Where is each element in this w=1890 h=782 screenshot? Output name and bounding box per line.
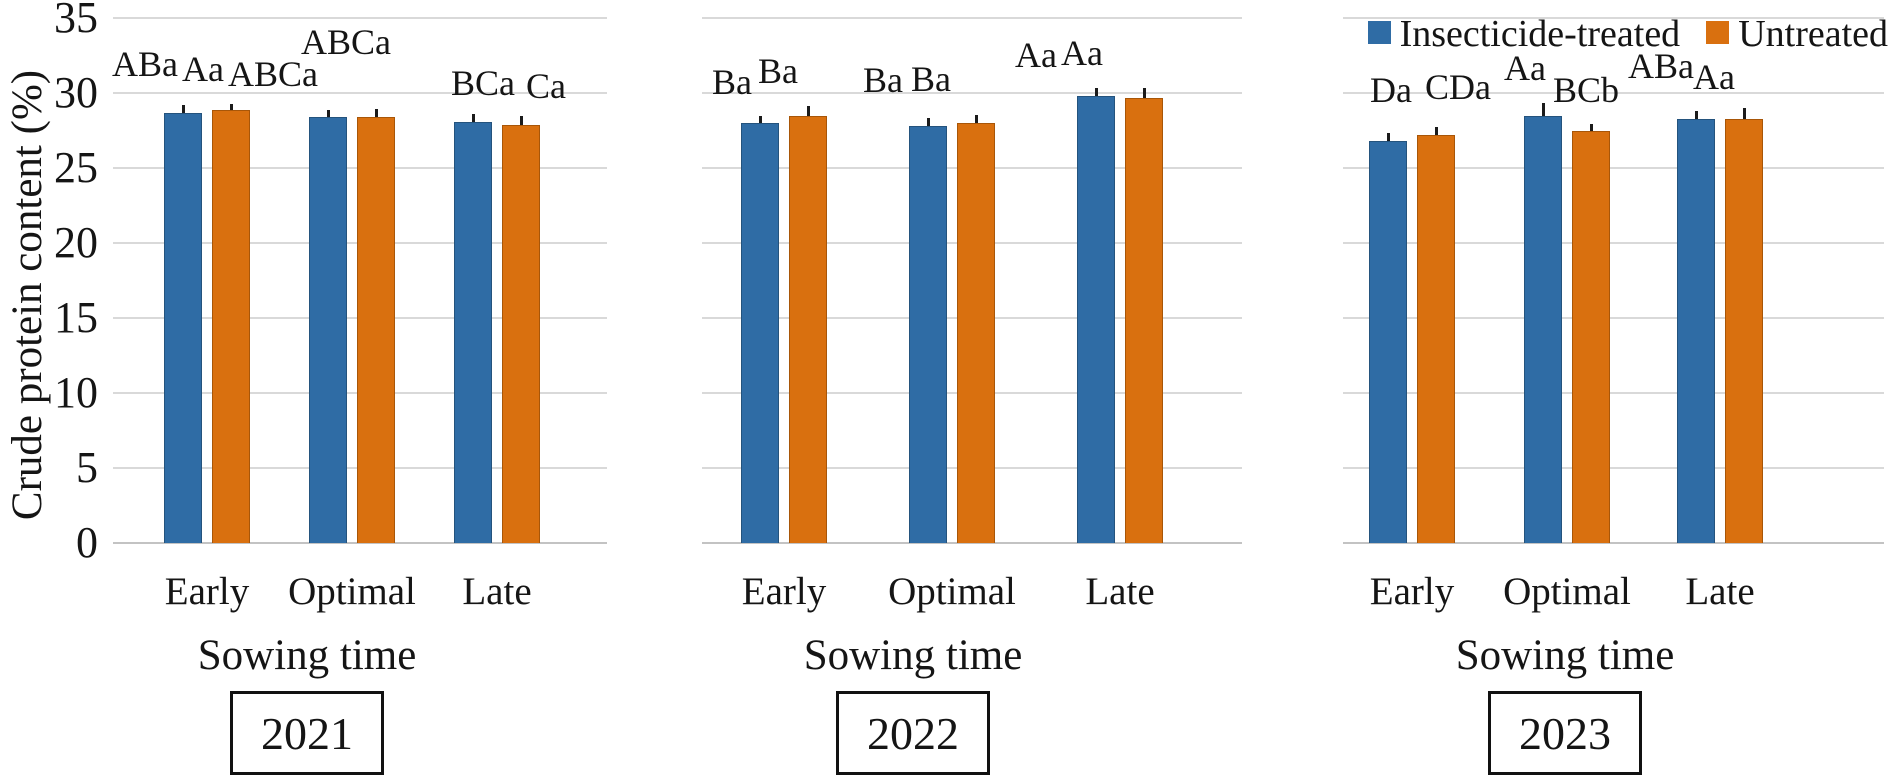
significance-label-2021-insecticide-treated-optimal: ABCa	[228, 54, 318, 94]
gridline-y25	[1343, 167, 1884, 169]
legend-item-untreated: Untreated	[1706, 12, 1888, 56]
significance-label-2023-untreated-late: Aa	[1693, 56, 1735, 97]
bar-2022-insecticide-treated-optimal	[909, 126, 947, 543]
significance-label-2021-untreated-late: Ca	[526, 65, 566, 106]
x-axis-tick-early-2021: Early	[164, 570, 250, 613]
x-axis-title-2022: Sowing time	[803, 632, 1023, 679]
significance-label-2021-untreated-early: Aa	[182, 48, 224, 89]
error-bar-2021-insecticide-treated-early	[181, 104, 185, 113]
significance-label-2021-untreated-optimal: ABCa	[301, 22, 391, 62]
error-bar-2021-untreated-late	[519, 115, 523, 125]
bar-2022-insecticide-treated-early	[741, 123, 779, 543]
significance-label-2022-insecticide-treated-early: Ba	[712, 62, 752, 102]
significance-label-2023-insecticide-treated-early: Da	[1370, 70, 1412, 110]
significance-label-2023-insecticide-treated-optimal: Aa	[1504, 47, 1546, 88]
error-bar-2023-insecticide-treated-late	[1694, 110, 1698, 119]
bar-2023-untreated-late	[1725, 118, 1763, 543]
gridline-y15	[1343, 317, 1884, 319]
x-axis-tick-optimal-2022: Optimal	[888, 570, 1016, 613]
error-bar-2022-untreated-late	[1142, 87, 1146, 98]
significance-label-2022-untreated-optimal: Ba	[911, 59, 951, 99]
bar-2022-untreated-early	[789, 115, 827, 543]
bar-2022-untreated-late	[1125, 97, 1163, 543]
chart-legend: Insecticide-treated Untreated	[1367, 12, 1888, 56]
year-box-2021: 2021	[230, 691, 384, 775]
legend-label-insecticide-treated: Insecticide-treated	[1399, 13, 1681, 55]
x-axis-tick-late-2021: Late	[462, 570, 532, 613]
significance-label-2022-insecticide-treated-optimal: Ba	[863, 60, 903, 100]
bar-2023-untreated-optimal	[1572, 130, 1610, 543]
y-axis-tick-label: 25	[54, 143, 98, 192]
x-axis-title-2021: Sowing time	[197, 632, 417, 679]
x-axis-tick-optimal-2021: Optimal	[288, 570, 416, 613]
y-axis-tick-label: 30	[54, 68, 98, 117]
x-axis-tick-early-2022: Early	[741, 570, 827, 613]
gridline-y30	[113, 92, 607, 94]
y-axis-tick-label: 15	[54, 293, 98, 342]
bar-2022-untreated-optimal	[957, 123, 995, 543]
y-axis-tick-label: 20	[54, 218, 98, 267]
x-axis-tick-early-2023: Early	[1369, 570, 1455, 613]
significance-label-2021-insecticide-treated-early: ABa	[112, 43, 178, 84]
x-axis-tick-late-2023: Late	[1685, 570, 1755, 613]
error-bar-2022-untreated-early	[806, 105, 810, 116]
error-bar-2022-insecticide-treated-early	[758, 116, 762, 123]
error-bar-2022-insecticide-treated-late	[1094, 88, 1098, 96]
bar-2021-untreated-optimal	[357, 117, 395, 543]
y-axis-tick-label: 0	[76, 518, 98, 567]
error-bar-2023-insecticide-treated-optimal	[1541, 102, 1545, 116]
bar-2021-insecticide-treated-late	[454, 121, 492, 543]
bar-2021-insecticide-treated-early	[164, 112, 202, 543]
gridline-y30	[1343, 92, 1884, 94]
error-bar-2023-untreated-late	[1742, 107, 1746, 119]
significance-label-2021-insecticide-treated-late: BCa	[450, 62, 515, 103]
gridline-y0	[113, 542, 607, 544]
error-bar-2021-insecticide-treated-late	[471, 113, 475, 122]
significance-label-2023-untreated-early: CDa	[1425, 67, 1491, 107]
legend-swatch-blue-icon	[1367, 21, 1391, 44]
x-axis-title-2023: Sowing time	[1455, 632, 1675, 679]
error-bar-2021-insecticide-treated-optimal	[326, 110, 330, 117]
legend-label-untreated: Untreated	[1738, 13, 1888, 55]
gridline-y10	[1343, 392, 1884, 394]
error-bar-2021-untreated-early	[229, 103, 233, 110]
x-axis-tick-late-2022: Late	[1085, 570, 1155, 613]
bar-2023-untreated-early	[1417, 135, 1455, 543]
x-axis-tick-optimal-2023: Optimal	[1503, 570, 1631, 613]
error-bar-2023-insecticide-treated-early	[1386, 133, 1390, 141]
gridline-y20	[1343, 242, 1884, 244]
significance-label-2022-untreated-early: Ba	[758, 50, 798, 91]
error-bar-2023-untreated-early	[1434, 127, 1438, 135]
gridline-y0	[702, 542, 1242, 544]
gridline-y5	[1343, 467, 1884, 469]
bar-2023-insecticide-treated-early	[1369, 141, 1407, 543]
bar-2023-insecticide-treated-optimal	[1524, 115, 1562, 543]
gridline-y0	[1343, 542, 1884, 544]
error-bar-2022-untreated-optimal	[974, 115, 978, 123]
gridline-y35	[1343, 17, 1884, 19]
error-bar-2022-insecticide-treated-optimal	[926, 118, 930, 126]
bar-2022-insecticide-treated-late	[1077, 96, 1115, 543]
gridline-y30	[702, 92, 1242, 94]
significance-label-2022-untreated-late: Aa	[1061, 32, 1103, 73]
legend-swatch-orange-icon	[1706, 21, 1730, 44]
gridline-y35	[702, 17, 1242, 19]
year-box-2022: 2022	[836, 691, 990, 775]
error-bar-2023-untreated-optimal	[1589, 123, 1593, 131]
significance-label-2023-insecticide-treated-late: ABa	[1628, 45, 1694, 86]
error-bar-2021-untreated-optimal	[374, 109, 378, 117]
legend-item-insecticide-treated: Insecticide-treated	[1367, 12, 1681, 56]
significance-label-2023-untreated-optimal: BCb	[1552, 69, 1620, 110]
bar-2023-insecticide-treated-late	[1677, 118, 1715, 543]
bar-2021-insecticide-treated-optimal	[309, 117, 347, 543]
year-box-2023: 2023	[1488, 691, 1642, 775]
significance-label-2022-insecticide-treated-late: Aa	[1015, 35, 1057, 75]
bar-2021-untreated-late	[502, 124, 540, 543]
y-axis-tick-label: 5	[76, 443, 98, 492]
gridline-y35	[113, 17, 607, 19]
y-axis-tick-label: 10	[54, 368, 98, 417]
y-axis-tick-label: 35	[54, 0, 98, 42]
bar-2021-untreated-early	[212, 109, 250, 543]
